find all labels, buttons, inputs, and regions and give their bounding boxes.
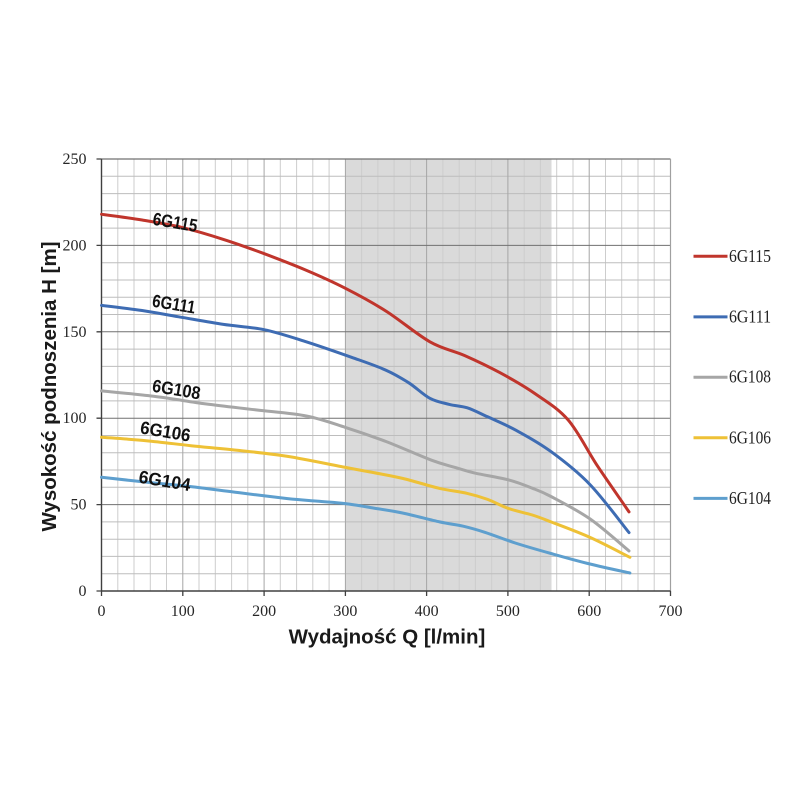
svg-text:500: 500	[496, 603, 520, 620]
svg-text:0: 0	[79, 583, 87, 600]
svg-text:250: 250	[63, 151, 87, 168]
svg-text:300: 300	[333, 603, 357, 620]
svg-text:150: 150	[63, 324, 87, 341]
svg-text:Wydajność Q [l/min]: Wydajność Q [l/min]	[289, 626, 486, 649]
svg-text:200: 200	[252, 603, 276, 620]
svg-text:200: 200	[63, 237, 87, 254]
svg-text:400: 400	[415, 603, 439, 620]
svg-text:Wysokość podnoszenia H [m]: Wysokość podnoszenia H [m]	[38, 241, 61, 531]
svg-text:600: 600	[577, 603, 601, 620]
svg-text:6G104: 6G104	[729, 488, 771, 508]
svg-text:0: 0	[98, 603, 106, 620]
svg-text:100: 100	[171, 603, 195, 620]
svg-text:6G106: 6G106	[729, 427, 771, 447]
svg-text:100: 100	[63, 410, 87, 427]
svg-text:6G115: 6G115	[729, 246, 771, 266]
svg-text:50: 50	[71, 497, 87, 514]
svg-text:6G111: 6G111	[729, 306, 771, 326]
svg-text:6G108: 6G108	[729, 367, 771, 387]
svg-text:700: 700	[659, 603, 683, 620]
